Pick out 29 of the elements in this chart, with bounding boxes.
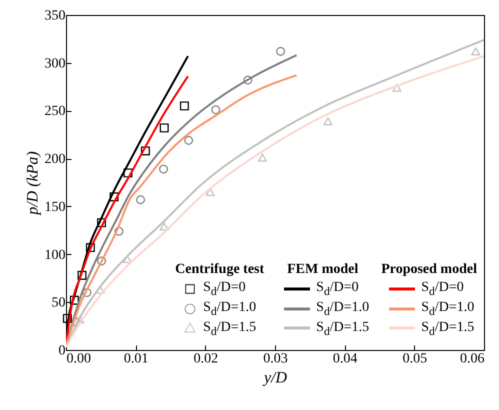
y-tick-label: 250 <box>44 104 66 120</box>
y-tick-label: 0 <box>58 344 66 358</box>
annotation: FEM model <box>286 262 360 278</box>
legend-label: S$_{d}$/D=0 <box>316 280 359 298</box>
y-axis-title: p/D (kPa) <box>24 151 42 216</box>
x-axis-title: y/D <box>262 370 288 386</box>
legend-label: S$_{d}$/D=1.0 <box>316 300 370 318</box>
y-tick-label: 50 <box>52 296 66 311</box>
legend-label: S$_{d}$/D=0 <box>203 280 246 298</box>
x-tick-label: 0.05 <box>402 352 428 366</box>
legend-label: S$_{d}$/D=1.5 <box>421 320 474 338</box>
legend-label: S$_{d}$/D=0 <box>421 280 464 298</box>
y-tick-label: 100 <box>44 248 66 263</box>
x-tick-label: 0.03 <box>263 352 288 366</box>
x-tick-label: 0.01 <box>124 352 148 366</box>
y-tick-label: 200 <box>44 152 66 168</box>
legend-label: S$_{d}$/D=1.5 <box>316 320 370 338</box>
x-tick-label: 0.06 <box>460 352 484 366</box>
legend-label: S$_{d}$/D=1.0 <box>421 300 474 318</box>
legend-label: S$_{d}$/D=1.5 <box>203 320 256 338</box>
x-tick-label: 0.00 <box>66 352 91 366</box>
annotation: Proposed model <box>381 262 477 278</box>
x-tick-label: 0.02 <box>194 352 218 366</box>
annotation: Centrifuge test <box>175 262 264 278</box>
x-tick-label: 0.04 <box>332 352 358 366</box>
legend-label: S$_{d}$/D=1.0 <box>203 300 256 318</box>
y-tick-label: 150 <box>44 200 66 215</box>
y-tick-label: 300 <box>44 56 66 72</box>
y-tick-label: 350 <box>44 8 66 24</box>
